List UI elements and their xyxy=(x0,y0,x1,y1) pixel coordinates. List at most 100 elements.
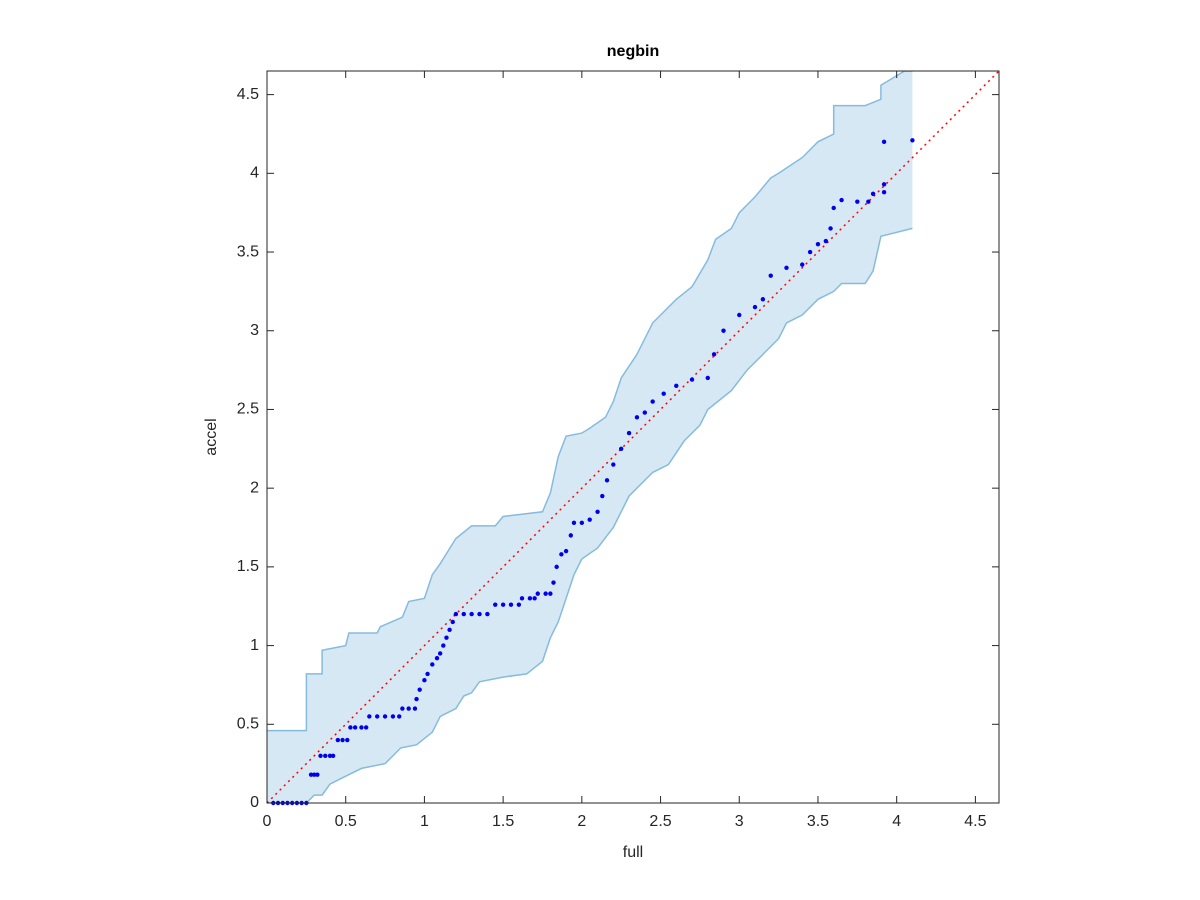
data-point xyxy=(308,772,314,777)
y-tick-label: 1.5 xyxy=(237,558,259,575)
data-point xyxy=(737,312,742,318)
data-point xyxy=(450,619,455,625)
data-point xyxy=(711,352,717,357)
data-point xyxy=(400,706,405,711)
data-point xyxy=(634,415,640,420)
data-point xyxy=(345,737,350,743)
data-point xyxy=(312,772,317,777)
data-point xyxy=(559,552,564,557)
data-point xyxy=(881,190,887,195)
data-point xyxy=(374,714,380,719)
reference-line xyxy=(267,71,999,803)
data-point xyxy=(752,304,758,310)
data-point xyxy=(447,627,452,633)
confidence-band xyxy=(267,71,913,803)
data-point xyxy=(815,241,821,247)
data-point xyxy=(444,635,449,640)
x-tick-label: 3.5 xyxy=(807,813,829,830)
data-point xyxy=(363,725,369,730)
data-point xyxy=(434,655,440,661)
data-point xyxy=(600,493,605,499)
data-point xyxy=(661,391,666,396)
x-axis-label: full xyxy=(623,844,643,861)
x-tick-label: 4 xyxy=(892,813,901,830)
data-point xyxy=(760,297,766,302)
data-point xyxy=(519,596,525,601)
data-point xyxy=(626,430,632,436)
data-point xyxy=(535,591,540,596)
data-point xyxy=(721,328,726,333)
data-point xyxy=(910,138,915,143)
data-point xyxy=(642,410,648,415)
axes-box xyxy=(266,70,1000,804)
data-point xyxy=(800,262,805,267)
data-point xyxy=(823,238,829,244)
data-point xyxy=(422,678,427,683)
data-point xyxy=(318,753,323,758)
data-point xyxy=(551,580,556,585)
data-point xyxy=(839,197,844,203)
data-point xyxy=(807,249,813,255)
data-point xyxy=(425,671,430,677)
y-tick-label: 0 xyxy=(250,794,259,811)
data-point xyxy=(568,533,574,538)
y-tick-label: 0.5 xyxy=(237,716,259,733)
data-point xyxy=(611,462,616,467)
data-point xyxy=(705,375,710,381)
data-point xyxy=(453,611,459,617)
data-point xyxy=(870,191,876,196)
data-point xyxy=(330,753,336,758)
x-tick-label: 4.5 xyxy=(964,813,986,830)
data-point xyxy=(323,753,328,758)
data-point xyxy=(563,548,569,554)
data-point xyxy=(604,478,610,483)
data-point xyxy=(595,509,600,514)
data-point xyxy=(348,725,353,730)
data-point xyxy=(579,520,585,525)
y-tick-label: 1 xyxy=(250,637,259,654)
data-point xyxy=(367,714,372,719)
data-point xyxy=(340,737,345,743)
x-tick-label: 1.5 xyxy=(492,813,514,830)
data-point xyxy=(414,696,419,702)
x-tick-label: 2.5 xyxy=(649,813,671,830)
data-point xyxy=(461,611,466,617)
x-tick-label: 1 xyxy=(420,813,429,830)
data-point xyxy=(784,265,789,270)
data-point xyxy=(674,383,679,389)
data-point xyxy=(469,611,474,617)
data-point xyxy=(881,182,887,187)
data-point xyxy=(417,687,422,692)
data-point xyxy=(352,725,358,730)
x-tick-label: 3 xyxy=(735,813,744,830)
data-point xyxy=(359,725,364,730)
data-point xyxy=(485,611,490,617)
data-point xyxy=(430,662,435,667)
data-point xyxy=(441,643,446,648)
data-point xyxy=(831,205,836,211)
y-tick-label: 2.5 xyxy=(237,401,259,418)
y-tick-label: 4.5 xyxy=(237,86,259,103)
y-tick-label: 2 xyxy=(250,479,259,496)
data-point xyxy=(477,611,482,617)
data-point xyxy=(768,273,773,278)
data-point xyxy=(390,714,396,719)
data-point xyxy=(543,591,548,596)
data-point xyxy=(493,602,498,607)
data-point xyxy=(335,737,341,743)
y-tick-label: 3 xyxy=(250,322,259,339)
data-point xyxy=(406,706,411,711)
data-point xyxy=(571,520,577,525)
data-point xyxy=(397,714,402,719)
data-point xyxy=(532,596,537,601)
data-point xyxy=(587,517,592,522)
chart-title: negbin xyxy=(607,43,659,60)
y-tick-label: 4 xyxy=(250,165,259,182)
data-point xyxy=(554,564,559,570)
data-point xyxy=(689,377,695,382)
data-point xyxy=(527,596,533,601)
data-point xyxy=(866,199,871,204)
data-point xyxy=(412,706,418,711)
data-point xyxy=(500,602,506,607)
